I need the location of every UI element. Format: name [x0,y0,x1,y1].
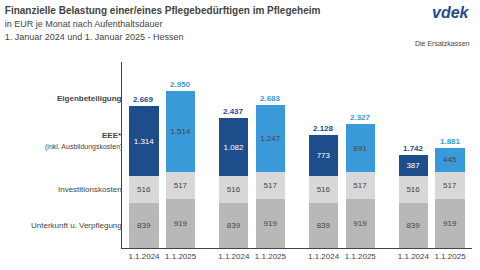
svg-text:919: 919 [174,219,188,228]
svg-text:445: 445 [443,155,457,164]
svg-text:1.1.2025: 1.1.2025 [434,252,466,261]
svg-text:516: 516 [137,185,151,194]
svg-text:1.082: 1.082 [223,143,244,152]
svg-text:1.881: 1.881 [440,137,461,146]
svg-text:919: 919 [443,219,457,228]
svg-text:Eigenbeteiligung: Eigenbeteiligung [57,94,122,103]
svg-text:516: 516 [406,185,420,194]
svg-text:2.950: 2.950 [170,80,191,89]
svg-text:1.514: 1.514 [170,127,191,136]
svg-text:1.1.2024: 1.1.2024 [308,252,340,261]
svg-text:2.437: 2.437 [223,107,244,116]
svg-text:517: 517 [353,181,367,190]
svg-text:2.128: 2.128 [313,124,334,133]
svg-text:2.327: 2.327 [350,113,371,122]
svg-text:1.1.2025: 1.1.2025 [345,252,377,261]
svg-text:1.742: 1.742 [403,144,424,153]
svg-text:1.1.2024: 1.1.2024 [398,252,430,261]
svg-text:773: 773 [317,151,331,160]
svg-text:839: 839 [406,221,420,230]
svg-text:839: 839 [137,221,151,230]
svg-text:1.314: 1.314 [134,137,155,146]
svg-text:517: 517 [174,181,188,190]
svg-text:EEE*: EEE* [102,131,122,140]
svg-text:839: 839 [227,221,241,230]
svg-text:1.1.2024: 1.1.2024 [218,252,250,261]
svg-text:vdek: vdek [432,4,470,21]
svg-text:Die Ersatzkassen: Die Ersatzkassen [415,40,470,47]
svg-text:919: 919 [263,219,277,228]
svg-text:Unterkunft u. Verpflegung: Unterkunft u. Verpflegung [31,221,122,230]
svg-text:516: 516 [317,185,331,194]
svg-text:1.1.2025: 1.1.2025 [165,252,197,261]
svg-text:1.247: 1.247 [260,134,281,143]
svg-text:387: 387 [406,161,420,170]
svg-text:517: 517 [443,181,457,190]
svg-text:1.1.2024: 1.1.2024 [128,252,160,261]
svg-text:1.1.2025: 1.1.2025 [255,252,287,261]
svg-text:516: 516 [227,185,241,194]
svg-text:517: 517 [263,181,277,190]
svg-text:2.683: 2.683 [260,94,281,103]
svg-text:839: 839 [317,221,331,230]
svg-text:Investitionskosten: Investitionskosten [58,185,122,194]
svg-text:891: 891 [353,144,367,153]
svg-text:(inkl. Ausbildungskosten): (inkl. Ausbildungskosten) [45,143,122,151]
svg-text:2.669: 2.669 [133,95,154,104]
svg-text:Finanzielle Belastung einer/ei: Finanzielle Belastung einer/eines Pflege… [5,5,321,42]
svg-text:919: 919 [353,219,367,228]
